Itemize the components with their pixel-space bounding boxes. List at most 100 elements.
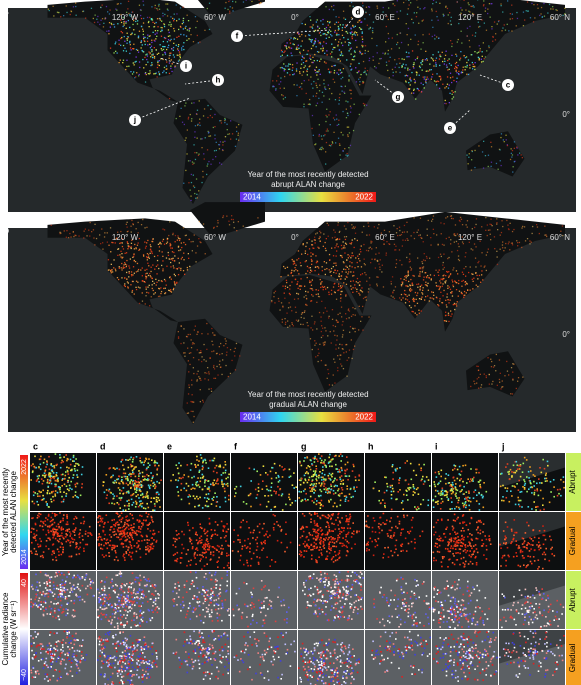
light-pixel [504,375,506,377]
change-pixel [50,482,53,485]
light-pixel [490,165,492,167]
change-pixel [270,486,273,488]
light-pixel [324,33,326,35]
light-pixel [342,150,344,152]
change-pixel [60,501,63,503]
change-pixel [121,479,123,481]
light-pixel [135,228,137,230]
light-pixel [322,327,324,329]
change-pixel [157,497,160,499]
light-pixel [444,87,446,89]
change-pixel [463,493,465,495]
change-pixel [200,457,203,459]
light-pixel [317,354,319,357]
change-pixel [448,482,451,484]
light-pixel [330,270,332,272]
light-pixel [339,287,341,289]
change-pixel [147,506,150,509]
change-pixel [118,497,121,499]
change-pixel [41,474,44,477]
change-pixel [553,486,555,488]
change-pixel [108,502,110,505]
light-pixel [485,217,487,219]
light-pixel [502,225,504,228]
light-pixel [410,80,412,82]
light-pixel [422,42,424,44]
light-pixel [314,69,316,71]
light-pixel [190,34,192,36]
light-pixel [349,48,351,50]
light-pixel [150,49,153,51]
change-pixel [531,486,534,489]
light-pixel [199,41,201,43]
light-pixel [400,278,402,280]
light-pixel [163,23,166,26]
light-pixel [314,270,316,272]
light-pixel [226,123,228,125]
light-pixel [324,342,326,344]
light-pixel [126,42,128,44]
change-pixel [40,455,42,458]
light-pixel [312,87,314,89]
light-pixel [143,36,145,38]
change-pixel [311,487,313,489]
light-pixel [175,4,177,6]
light-pixel [387,69,389,72]
change-pixel [66,466,68,469]
change-pixel [316,475,318,478]
light-pixel [368,234,371,236]
light-pixel [333,131,335,133]
light-pixel [430,278,432,280]
light-pixel [219,120,221,122]
light-pixel [171,70,173,73]
light-pixel [445,103,447,105]
light-pixel [315,66,318,68]
light-pixel [440,291,442,293]
light-pixel [470,169,473,171]
light-pixel [500,388,502,390]
change-pixel [149,487,151,490]
light-pixel [335,264,337,267]
light-pixel [366,280,368,282]
callout-letter: i [185,62,187,71]
light-pixel [152,289,154,292]
change-pixel [54,475,56,478]
light-pixel [91,231,93,233]
change-pixel [354,479,357,482]
change-pixel [517,503,520,506]
light-pixel [199,377,201,379]
change-pixel [294,500,297,502]
light-pixel [469,266,471,268]
light-pixel [401,245,403,247]
light-pixel [354,232,357,234]
light-pixel [127,248,129,250]
light-pixel [486,251,489,253]
light-pixel [224,117,226,120]
light-pixel [349,89,351,91]
change-pixel [133,487,136,489]
light-pixel [237,134,239,136]
change-pixel [183,487,185,490]
light-pixel [352,271,355,273]
change-pixel [62,461,64,463]
light-pixel [189,265,191,268]
change-pixel [415,474,418,476]
change-pixel [346,488,349,490]
change-pixel [72,460,74,462]
light-pixel [454,67,456,70]
light-pixel [471,228,473,230]
legend-title: abrupt ALAN change [271,180,345,189]
light-pixel [315,289,317,291]
change-pixel [523,487,526,489]
light-pixel [321,266,323,268]
change-pixel [80,473,83,476]
light-pixel [354,287,356,289]
light-pixel [355,257,357,259]
light-pixel [337,221,339,224]
change-pixel [305,499,307,502]
light-pixel [477,56,479,58]
light-pixel [125,68,127,71]
light-pixel [358,78,360,80]
light-pixel [489,16,491,18]
change-pixel [145,457,147,460]
